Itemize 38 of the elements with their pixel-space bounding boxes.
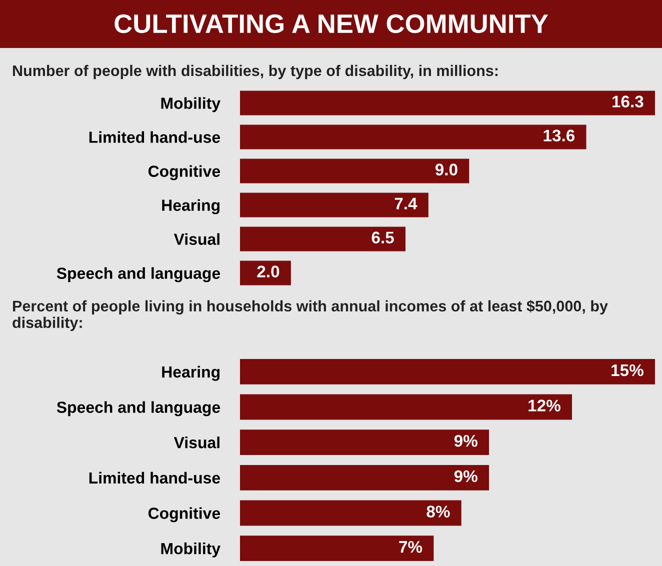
data-label: 16.3 xyxy=(612,96,644,108)
bar xyxy=(240,124,586,150)
bar xyxy=(240,158,470,184)
data-label: 9.0 xyxy=(435,164,458,176)
bar xyxy=(240,90,655,116)
y-tick-label: Speech and language xyxy=(56,401,220,416)
bar xyxy=(240,430,489,456)
y-tick-label: Mobility xyxy=(161,97,220,112)
y-tick-label: Limited hand-use xyxy=(89,131,220,143)
y-tick-label: Hearing xyxy=(162,366,220,381)
y-tick-label: Mobility xyxy=(161,542,220,558)
y-tick-label: Speech and language xyxy=(56,267,220,282)
data-label: 7% xyxy=(399,541,422,553)
data-label: 12% xyxy=(528,400,560,412)
y-tick-label: Hearing xyxy=(162,199,220,214)
chart-title: CULTIVATING A NEW COMMUNITY xyxy=(114,14,548,34)
bar xyxy=(240,536,434,562)
chart-subtitle: Number of people with disabilities, by type of disability, in millions: xyxy=(13,64,498,80)
bar xyxy=(240,226,406,252)
y-tick-label: Cognitive xyxy=(148,507,220,522)
data-label: 15% xyxy=(612,364,644,376)
data-label: 2.0 xyxy=(257,266,280,278)
bar xyxy=(240,192,428,218)
bar xyxy=(240,464,489,490)
y-tick-label: Visual xyxy=(174,436,220,448)
y-tick-label: Limited hand-use xyxy=(89,472,220,484)
data-label: 9% xyxy=(454,435,478,447)
y-tick-label: Visual xyxy=(174,233,220,245)
bar xyxy=(240,358,655,384)
data-label: 7.4 xyxy=(394,198,418,210)
data-label: 8% xyxy=(426,506,450,518)
bar xyxy=(240,394,572,420)
bar xyxy=(240,500,462,526)
y-tick-label: Cognitive xyxy=(148,165,220,180)
chart-title: Percent of people living in households with annual incomes of at least $50,000, by disability: xyxy=(12,300,608,332)
data-label: 9% xyxy=(454,470,478,482)
data-label: 13.6 xyxy=(544,130,575,142)
data-label: 6.5 xyxy=(372,232,394,244)
